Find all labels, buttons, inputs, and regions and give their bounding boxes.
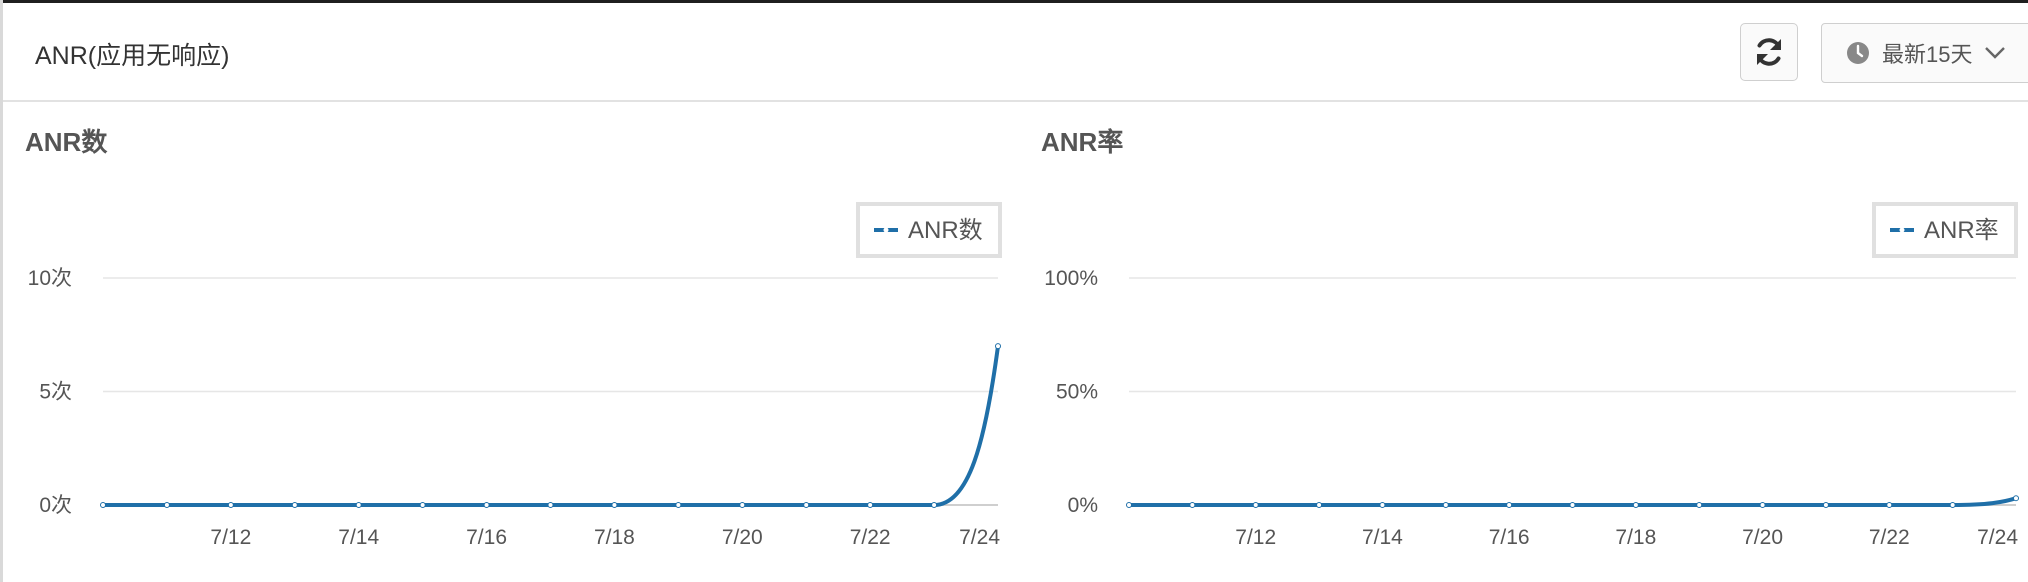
- data-point: [1759, 502, 1766, 508]
- clock-icon: [1847, 42, 1869, 64]
- data-point: [1696, 502, 1703, 508]
- data-point: [803, 502, 810, 508]
- legend-label: ANR数: [908, 217, 983, 244]
- chevron-down-icon: [1985, 47, 2006, 59]
- data-point: [1886, 502, 1893, 508]
- x-tick-label: 7/14: [1362, 526, 1403, 549]
- anr-rate-chart: 0% 50% 100% 7/12 7/14 7/16 7/18 7/20 7/22 7/24 ANR…: [1044, 202, 2019, 549]
- data-point: [1189, 502, 1196, 508]
- data-point: [163, 502, 170, 508]
- x-tick-label: 7/18: [594, 526, 635, 549]
- data-point: [1632, 502, 1639, 508]
- data-point: [867, 502, 874, 508]
- legend-swatch-dot: [883, 227, 889, 233]
- anr-count-chart: 0次 5次 10次 7/12 7/14 7/16 7/18 7/20 7/22 7/24 ANR数: [28, 202, 1002, 549]
- refresh-button[interactable]: [1740, 23, 1798, 81]
- data-point: [100, 502, 106, 508]
- legend-label: ANR率: [1924, 217, 1999, 244]
- x-tick-label: 7/16: [1489, 526, 1530, 549]
- x-tick-label: 7/20: [722, 526, 763, 549]
- data-point: [227, 502, 234, 508]
- x-tick-label: 7/12: [1235, 526, 1276, 549]
- legend: ANR率: [1872, 202, 2018, 258]
- y-tick-label: 0%: [1068, 494, 1098, 517]
- x-tick-label: 7/22: [1869, 526, 1910, 549]
- x-tick-label: 7/24: [1977, 526, 2018, 549]
- data-point: [419, 502, 426, 508]
- data-point: [739, 502, 746, 508]
- data-point: [611, 502, 618, 508]
- y-tick-label: 0次: [39, 494, 72, 517]
- y-tick-label: 5次: [39, 381, 72, 404]
- data-point: [2013, 495, 2019, 502]
- time-range-label: 最新15天: [1882, 42, 1973, 67]
- x-tick-label: 7/20: [1742, 526, 1783, 549]
- legend: ANR数: [856, 202, 1002, 258]
- x-tick-label: 7/12: [210, 526, 251, 549]
- data-point: [1442, 502, 1449, 508]
- panel-header: ANR(应用无响应) 最新15天: [3, 3, 2028, 102]
- y-tick-label: 10次: [28, 267, 72, 290]
- top-border: [0, 0, 2028, 3]
- data-point: [547, 502, 554, 508]
- x-tick-label: 7/24: [959, 526, 1000, 549]
- data-point: [1316, 502, 1323, 508]
- x-tick-label: 7/22: [850, 526, 891, 549]
- left-border: [0, 0, 3, 582]
- chart-title-anr-count: ANR数: [25, 127, 108, 157]
- data-point: [995, 343, 1001, 350]
- x-tick-label: 7/14: [338, 526, 379, 549]
- data-point: [1569, 502, 1576, 508]
- panel-title: ANR(应用无响应): [35, 42, 230, 70]
- refresh-icon: [1757, 38, 1781, 66]
- data-point: [483, 502, 490, 508]
- data-point: [1252, 502, 1259, 508]
- time-range-select[interactable]: 最新15天: [1821, 23, 2028, 83]
- data-point: [931, 502, 938, 508]
- data-point: [1126, 502, 1132, 508]
- y-tick-label: 100%: [1044, 267, 1098, 290]
- x-tick-label: 7/16: [466, 526, 507, 549]
- legend-swatch-dot: [1899, 227, 1905, 233]
- data-point: [1949, 502, 1956, 508]
- data-point: [291, 502, 298, 508]
- data-point: [1822, 502, 1829, 508]
- x-tick-label: 7/18: [1615, 526, 1656, 549]
- chart-title-anr-rate: ANR率: [1041, 127, 1124, 157]
- data-point: [1379, 502, 1386, 508]
- data-point: [1506, 502, 1513, 508]
- y-tick-label: 50%: [1056, 381, 1098, 404]
- data-point: [355, 502, 362, 508]
- data-point: [675, 502, 682, 508]
